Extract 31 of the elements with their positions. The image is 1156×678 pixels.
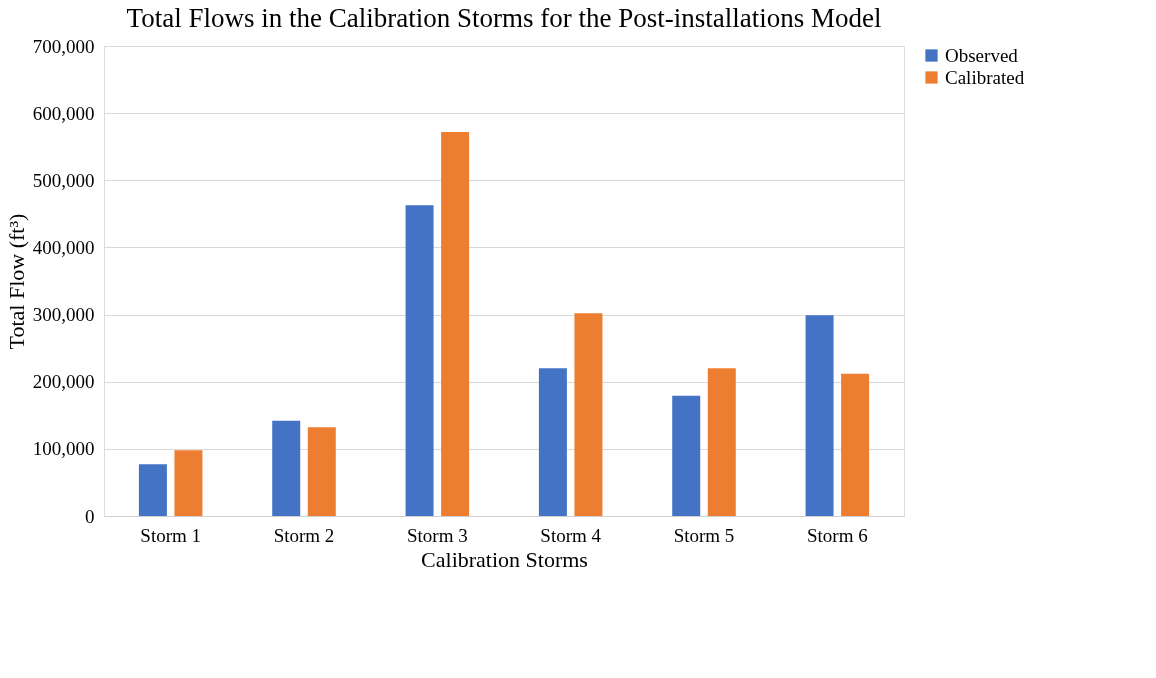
x-tick-label: Storm 4 — [540, 524, 602, 546]
x-tick-label: Storm 1 — [140, 524, 202, 546]
chart-title: Total Flows in the Calibration Storms for the Post-installations Model — [126, 3, 882, 33]
y-tick-label: 500,000 — [32, 169, 95, 191]
bar — [805, 315, 834, 516]
bar — [841, 373, 870, 516]
bar — [441, 131, 470, 516]
legend-label: Calibrated — [945, 66, 1025, 88]
y-tick-label: 200,000 — [32, 371, 95, 393]
bar — [174, 450, 203, 516]
bar — [138, 464, 167, 516]
x-tick-label: Storm 5 — [673, 524, 735, 546]
bar — [405, 205, 434, 516]
bar — [272, 420, 301, 516]
legend-label: Observed — [945, 44, 1019, 66]
y-tick-label: 300,000 — [32, 304, 95, 326]
x-axis-title: Calibration Storms — [421, 546, 588, 572]
y-tick-label: 400,000 — [32, 236, 95, 258]
y-tick-label: 600,000 — [32, 102, 95, 124]
bar — [538, 368, 567, 516]
y-axis-title: Total Flow (ft³) — [3, 213, 29, 350]
x-tick-label: Storm 2 — [273, 524, 335, 546]
y-tick-label: 0 — [85, 505, 95, 527]
bar — [574, 313, 603, 516]
bar — [307, 427, 336, 516]
bar — [672, 395, 701, 516]
x-tick-label: Storm 3 — [406, 524, 468, 546]
bar — [707, 368, 736, 516]
y-tick-label: 100,000 — [32, 438, 95, 460]
x-tick-label: Storm 6 — [806, 524, 868, 546]
y-tick-label: 700,000 — [32, 35, 95, 57]
